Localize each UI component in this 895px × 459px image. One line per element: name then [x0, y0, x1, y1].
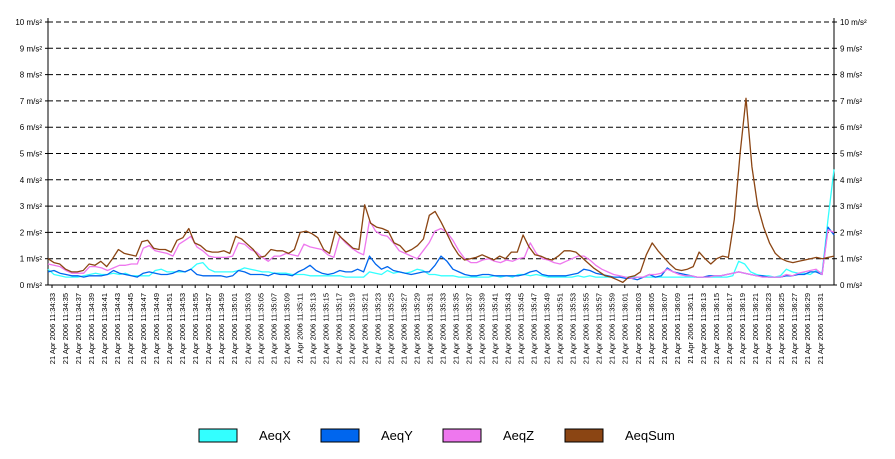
y-tick-label-left: 6 m/s²	[20, 123, 43, 132]
y-tick-label-left: 7 m/s²	[20, 97, 43, 106]
x-tick-label: 21 Apr 2006 11:35:51	[556, 293, 565, 364]
series-layer	[47, 97, 835, 284]
x-tick-labels: 21 Apr 2006 11:34:33 21 Apr 2006 11:34:35…	[48, 293, 825, 364]
x-tick-label: 21 Apr 2006 11:36:19	[738, 293, 747, 364]
x-tick-label: 21 Apr 2006 11:36:29	[803, 293, 812, 364]
x-tick-label: 21 Apr 2006 11:34:39	[87, 293, 96, 364]
x-tick-label: 21 Apr 2006 11:35:55	[582, 293, 591, 364]
y-tick-label-right: 4 m/s²	[840, 176, 863, 185]
x-tick-label: 21 Apr 2006 11:35:23	[373, 293, 382, 364]
legend-swatch-aeqsum	[564, 428, 604, 443]
legend-swatch-aeqx	[198, 428, 238, 443]
y-tick-label-left: 1 m/s²	[20, 255, 43, 264]
x-tick-label: 21 Apr 2006 11:34:55	[191, 293, 200, 364]
x-tick-label: 21 Apr 2006 11:35:03	[243, 293, 252, 364]
x-tick-label: 21 Apr 2006 11:35:07	[269, 293, 278, 364]
legend: AeqX AeqY AeqZ AeqSum	[198, 428, 675, 443]
legend-label-aeqz: AeqZ	[503, 428, 534, 443]
x-tick-label: 21 Apr 2006 11:35:49	[543, 293, 552, 364]
x-tick-label: 21 Apr 2006 11:34:45	[126, 293, 135, 364]
y-tick-label-left: 3 m/s²	[20, 202, 43, 211]
x-tick-label: 21 Apr 2006 11:34:35	[61, 293, 70, 364]
x-tick-label: 21 Apr 2006 11:35:43	[504, 293, 513, 364]
x-tick-label: 21 Apr 2006 11:36:13	[699, 293, 708, 364]
y-tick-label-right: 10 m/s²	[840, 18, 867, 27]
x-tick-label: 21 Apr 2006 11:35:29	[412, 293, 421, 364]
x-tick-label: 21 Apr 2006 11:34:33	[48, 293, 57, 364]
y-tick-label-right: 8 m/s²	[840, 71, 863, 80]
x-tick-label: 21 Apr 2006 11:36:07	[660, 293, 669, 364]
x-tick-label: 21 Apr 2006 11:36:03	[634, 293, 643, 364]
y-tick-label-right: 5 m/s²	[840, 150, 863, 159]
x-tick-label: 21 Apr 2006 11:35:09	[282, 293, 291, 364]
x-tick-label: 21 Apr 2006 11:35:11	[295, 293, 304, 364]
x-tick-label: 21 Apr 2006 11:35:13	[308, 293, 317, 364]
x-tick-label: 21 Apr 2006 11:36:11	[686, 293, 695, 364]
x-tick-label: 21 Apr 2006 11:35:27	[399, 293, 408, 364]
x-tick-label: 21 Apr 2006 11:36:17	[725, 293, 734, 364]
y-tick-label-left: 4 m/s²	[20, 176, 43, 185]
x-tick-label: 21 Apr 2006 11:34:53	[178, 293, 187, 364]
legend-swatch-aeqy	[320, 428, 360, 443]
series-line-aeqz	[47, 219, 835, 280]
x-tick-label: 21 Apr 2006 11:36:23	[764, 293, 773, 364]
x-tick-label: 21 Apr 2006 11:34:43	[113, 293, 122, 364]
x-tick-label: 21 Apr 2006 11:35:19	[347, 293, 356, 364]
x-tick-label: 21 Apr 2006 11:36:25	[777, 293, 786, 364]
y-tick-label-right: 2 m/s²	[840, 228, 863, 237]
y-tick-label-left: 9 m/s²	[20, 44, 43, 53]
x-tick-label: 21 Apr 2006 11:34:51	[165, 293, 174, 364]
x-tick-label: 21 Apr 2006 11:35:53	[569, 293, 578, 364]
legend-swatch-aeqz	[442, 428, 482, 443]
x-tick-label: 21 Apr 2006 11:34:47	[139, 293, 148, 364]
y-tick-label-left: 10 m/s²	[15, 18, 42, 27]
x-tick-label: 21 Apr 2006 11:35:17	[334, 293, 343, 364]
x-tick-label: 21 Apr 2006 11:36:09	[673, 293, 682, 364]
x-tick-label: 21 Apr 2006 11:35:25	[386, 293, 395, 364]
x-tick-label: 21 Apr 2006 11:34:41	[100, 293, 109, 364]
y-tick-label-left: 0 m/s²	[20, 281, 43, 290]
x-tick-label: 21 Apr 2006 11:36:15	[712, 293, 721, 364]
y-tick-label-right: 3 m/s²	[840, 202, 863, 211]
x-tick-label: 21 Apr 2006 11:35:15	[321, 293, 330, 364]
y-tick-label-right: 1 m/s²	[840, 255, 863, 264]
x-tick-label: 21 Apr 2006 11:36:27	[790, 293, 799, 364]
y-tick-label-left: 8 m/s²	[20, 71, 43, 80]
x-tick-label: 21 Apr 2006 11:36:01	[621, 293, 630, 364]
x-tick-label: 21 Apr 2006 11:35:45	[517, 293, 526, 364]
x-tick-label: 21 Apr 2006 11:35:59	[608, 293, 617, 364]
x-tick-label: 21 Apr 2006 11:36:31	[816, 293, 825, 364]
x-tick-label: 21 Apr 2006 11:34:59	[217, 293, 226, 364]
y-tick-label-left: 2 m/s²	[20, 228, 43, 237]
y-tick-label-right: 6 m/s²	[840, 123, 863, 132]
x-tick-label: 21 Apr 2006 11:35:39	[478, 293, 487, 364]
y-tick-label-left: 5 m/s²	[20, 150, 43, 159]
x-tick-label: 21 Apr 2006 11:35:21	[360, 293, 369, 364]
x-tick-label: 21 Apr 2006 11:35:05	[256, 293, 265, 364]
x-tick-label: 21 Apr 2006 11:35:47	[530, 293, 539, 364]
legend-label-aeqx: AeqX	[259, 428, 291, 443]
x-tick-label: 21 Apr 2006 11:35:31	[425, 293, 434, 364]
y-tick-label-right: 0 m/s²	[840, 281, 863, 290]
x-tick-label: 21 Apr 2006 11:35:57	[595, 293, 604, 364]
legend-label-aeqsum: AeqSum	[625, 428, 675, 443]
x-tick-label: 21 Apr 2006 11:35:35	[452, 293, 461, 364]
x-tick-label: 21 Apr 2006 11:36:05	[647, 293, 656, 364]
x-tick-label: 21 Apr 2006 11:34:49	[152, 293, 161, 364]
series-line-aeqsum	[47, 97, 835, 284]
grid-layer	[48, 21, 834, 260]
x-tick-label: 21 Apr 2006 11:35:01	[230, 293, 239, 364]
x-tick-label: 21 Apr 2006 11:35:33	[439, 293, 448, 364]
x-tick-label: 21 Apr 2006 11:36:21	[751, 293, 760, 364]
x-tick-label: 21 Apr 2006 11:34:37	[74, 293, 83, 364]
x-tick-label: 21 Apr 2006 11:35:37	[465, 293, 474, 364]
y-tick-label-right: 9 m/s²	[840, 44, 863, 53]
axis-layer: 0 m/s² 0 m/s² 1 m/s² 1 m/s² 2 m/s² 2 m/s² 3 m/…	[15, 18, 867, 290]
x-tick-label: 21 Apr 2006 11:35:41	[491, 293, 500, 364]
legend-label-aeqy: AeqY	[381, 428, 413, 443]
x-tick-label: 21 Apr 2006 11:34:57	[204, 293, 213, 364]
y-tick-label-right: 7 m/s²	[840, 97, 863, 106]
